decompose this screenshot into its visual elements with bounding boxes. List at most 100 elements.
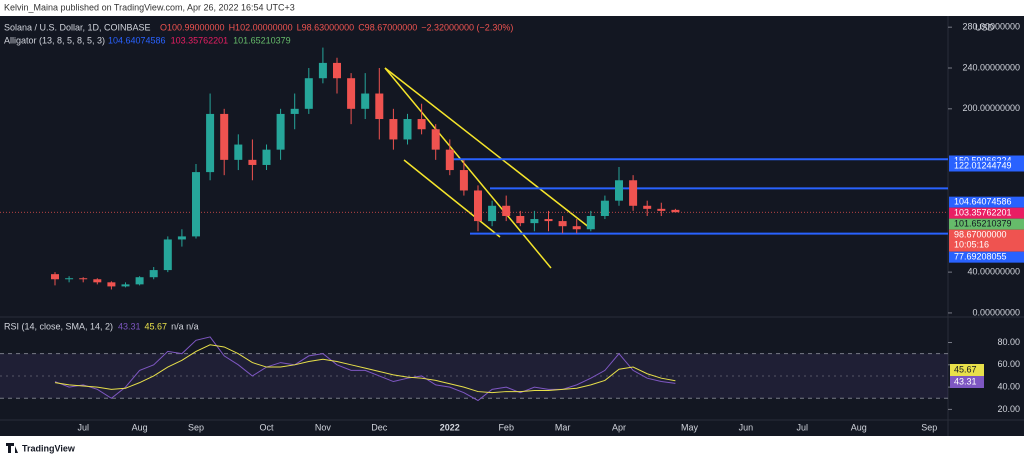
footer [0,436,1024,460]
axis-price-label: 122.01244749 [954,160,1012,170]
candle-body [121,284,130,287]
candle-body [206,113,215,173]
x-tick-label: May [681,422,699,432]
x-tick-label: Feb [498,422,514,432]
candle-body [403,119,412,140]
candle-body [600,200,609,216]
rsi-legend-value: 45.67 [145,321,168,331]
axis-price-label: 101.65210379 [954,219,1012,229]
axis-value-label: 43.31 [954,376,977,386]
channel-line [384,67,552,269]
candle-body [459,170,468,191]
candle-body [474,190,482,222]
candle-body [431,129,440,150]
y-tick-label: 200.00000000 [962,103,1020,113]
ohlc-value: C98.67000000 [358,22,417,32]
candle-body [558,221,567,227]
ohlc-value: −2.32000000 (−2.30%) [421,22,513,32]
candle-body [65,278,74,280]
candle-body [375,93,384,120]
x-tick-label: Mar [555,422,571,432]
x-tick-label: Aug [132,422,148,432]
candle-body [318,62,327,79]
candle-body [234,144,243,160]
candle-body [135,277,144,285]
axis-price-label: 104.64074586 [954,197,1012,207]
rsi-title: RSI (14, close, SMA, 14, 2) [4,321,113,331]
candle-body [530,219,539,224]
candle-body [220,113,229,160]
candle-body [333,62,341,79]
main-title: Solana / U.S. Dollar, 1D, COINBASE [4,22,151,32]
x-tick-label: Jul [77,422,89,432]
candle-body [163,239,172,271]
x-tick-label: Sep [188,422,204,432]
x-tick-label: Jul [797,422,809,432]
alligator-value: 101.65210379 [233,35,291,45]
rsi-line [54,336,676,402]
candle-body [629,180,638,206]
axis-price-label: 150.59066224 [954,155,1012,165]
candle-body [51,274,59,280]
axis-label-bg [949,218,1024,230]
y-tick-label: 80.00 [997,337,1020,347]
brand: TradingView [22,443,76,453]
y-tick-label: 60.00 [997,359,1020,369]
x-tick-label: Oct [259,422,274,432]
y-tick-label: 280.00000000 [962,22,1020,32]
countdown: 10:05:16 [954,240,989,250]
axis-label-bg [949,229,1024,252]
candle-body [276,113,285,150]
candle-body [488,205,497,222]
rsi-line [54,344,676,394]
ohlc-value: O100.99000000 [160,22,225,32]
axis-price-label: 77.69208055 [954,252,1007,262]
y-tick-label: 0.00000000 [972,307,1020,317]
publisher: Kelvin_Maina published on TradingView.co… [4,2,295,12]
logo [6,443,18,453]
axis-price-label: 103.35762201 [954,208,1012,218]
candle-body [671,209,680,213]
alligator-value: 104.64074586 [108,35,166,45]
rsi-legend-value: 43.31 [118,321,141,331]
currency: USD [975,22,995,32]
axis-price-label: 98.67000000 [954,230,1007,240]
axis-value-label: 45.67 [954,364,977,374]
candle-body [248,159,257,165]
candle-body [93,279,102,283]
indicator-title: Alligator (13, 8, 5, 8, 5, 3) [4,35,105,45]
x-tick-label: Aug [851,422,867,432]
candle-body [361,93,370,109]
candle-body [192,172,200,237]
axis-label-bg [950,376,984,388]
y-tick-label: 20.00 [997,404,1020,414]
candle-body [262,149,271,165]
ohlc-value: L98.63000000 [297,22,355,32]
rsi-extra: n/a n/a [171,321,199,331]
candle-body [107,282,116,287]
x-tick-label: Apr [612,422,626,432]
candle-body [516,215,525,224]
axis-label-bg [949,160,1024,172]
axis-label-bg [950,364,984,376]
x-tick-label: 2022 [440,422,460,432]
candle-body [79,278,88,280]
candle-body [177,236,186,240]
channel-line [403,159,501,238]
candle-body [586,215,595,230]
alligator-value: 103.35762201 [171,35,229,45]
x-tick-label: Sep [921,422,937,432]
candle-body [657,208,666,211]
candle-body [290,108,299,114]
ohlc-value: H102.00000000 [229,22,293,32]
channel-line [384,67,591,229]
candle-body [149,270,158,278]
axis-label-bg [949,207,1024,219]
candle-body [502,205,511,216]
candle-body [544,219,553,222]
candle-body [347,78,356,109]
axis-label-bg [949,196,1024,208]
candle-body [304,78,313,109]
candle-body [417,119,426,130]
